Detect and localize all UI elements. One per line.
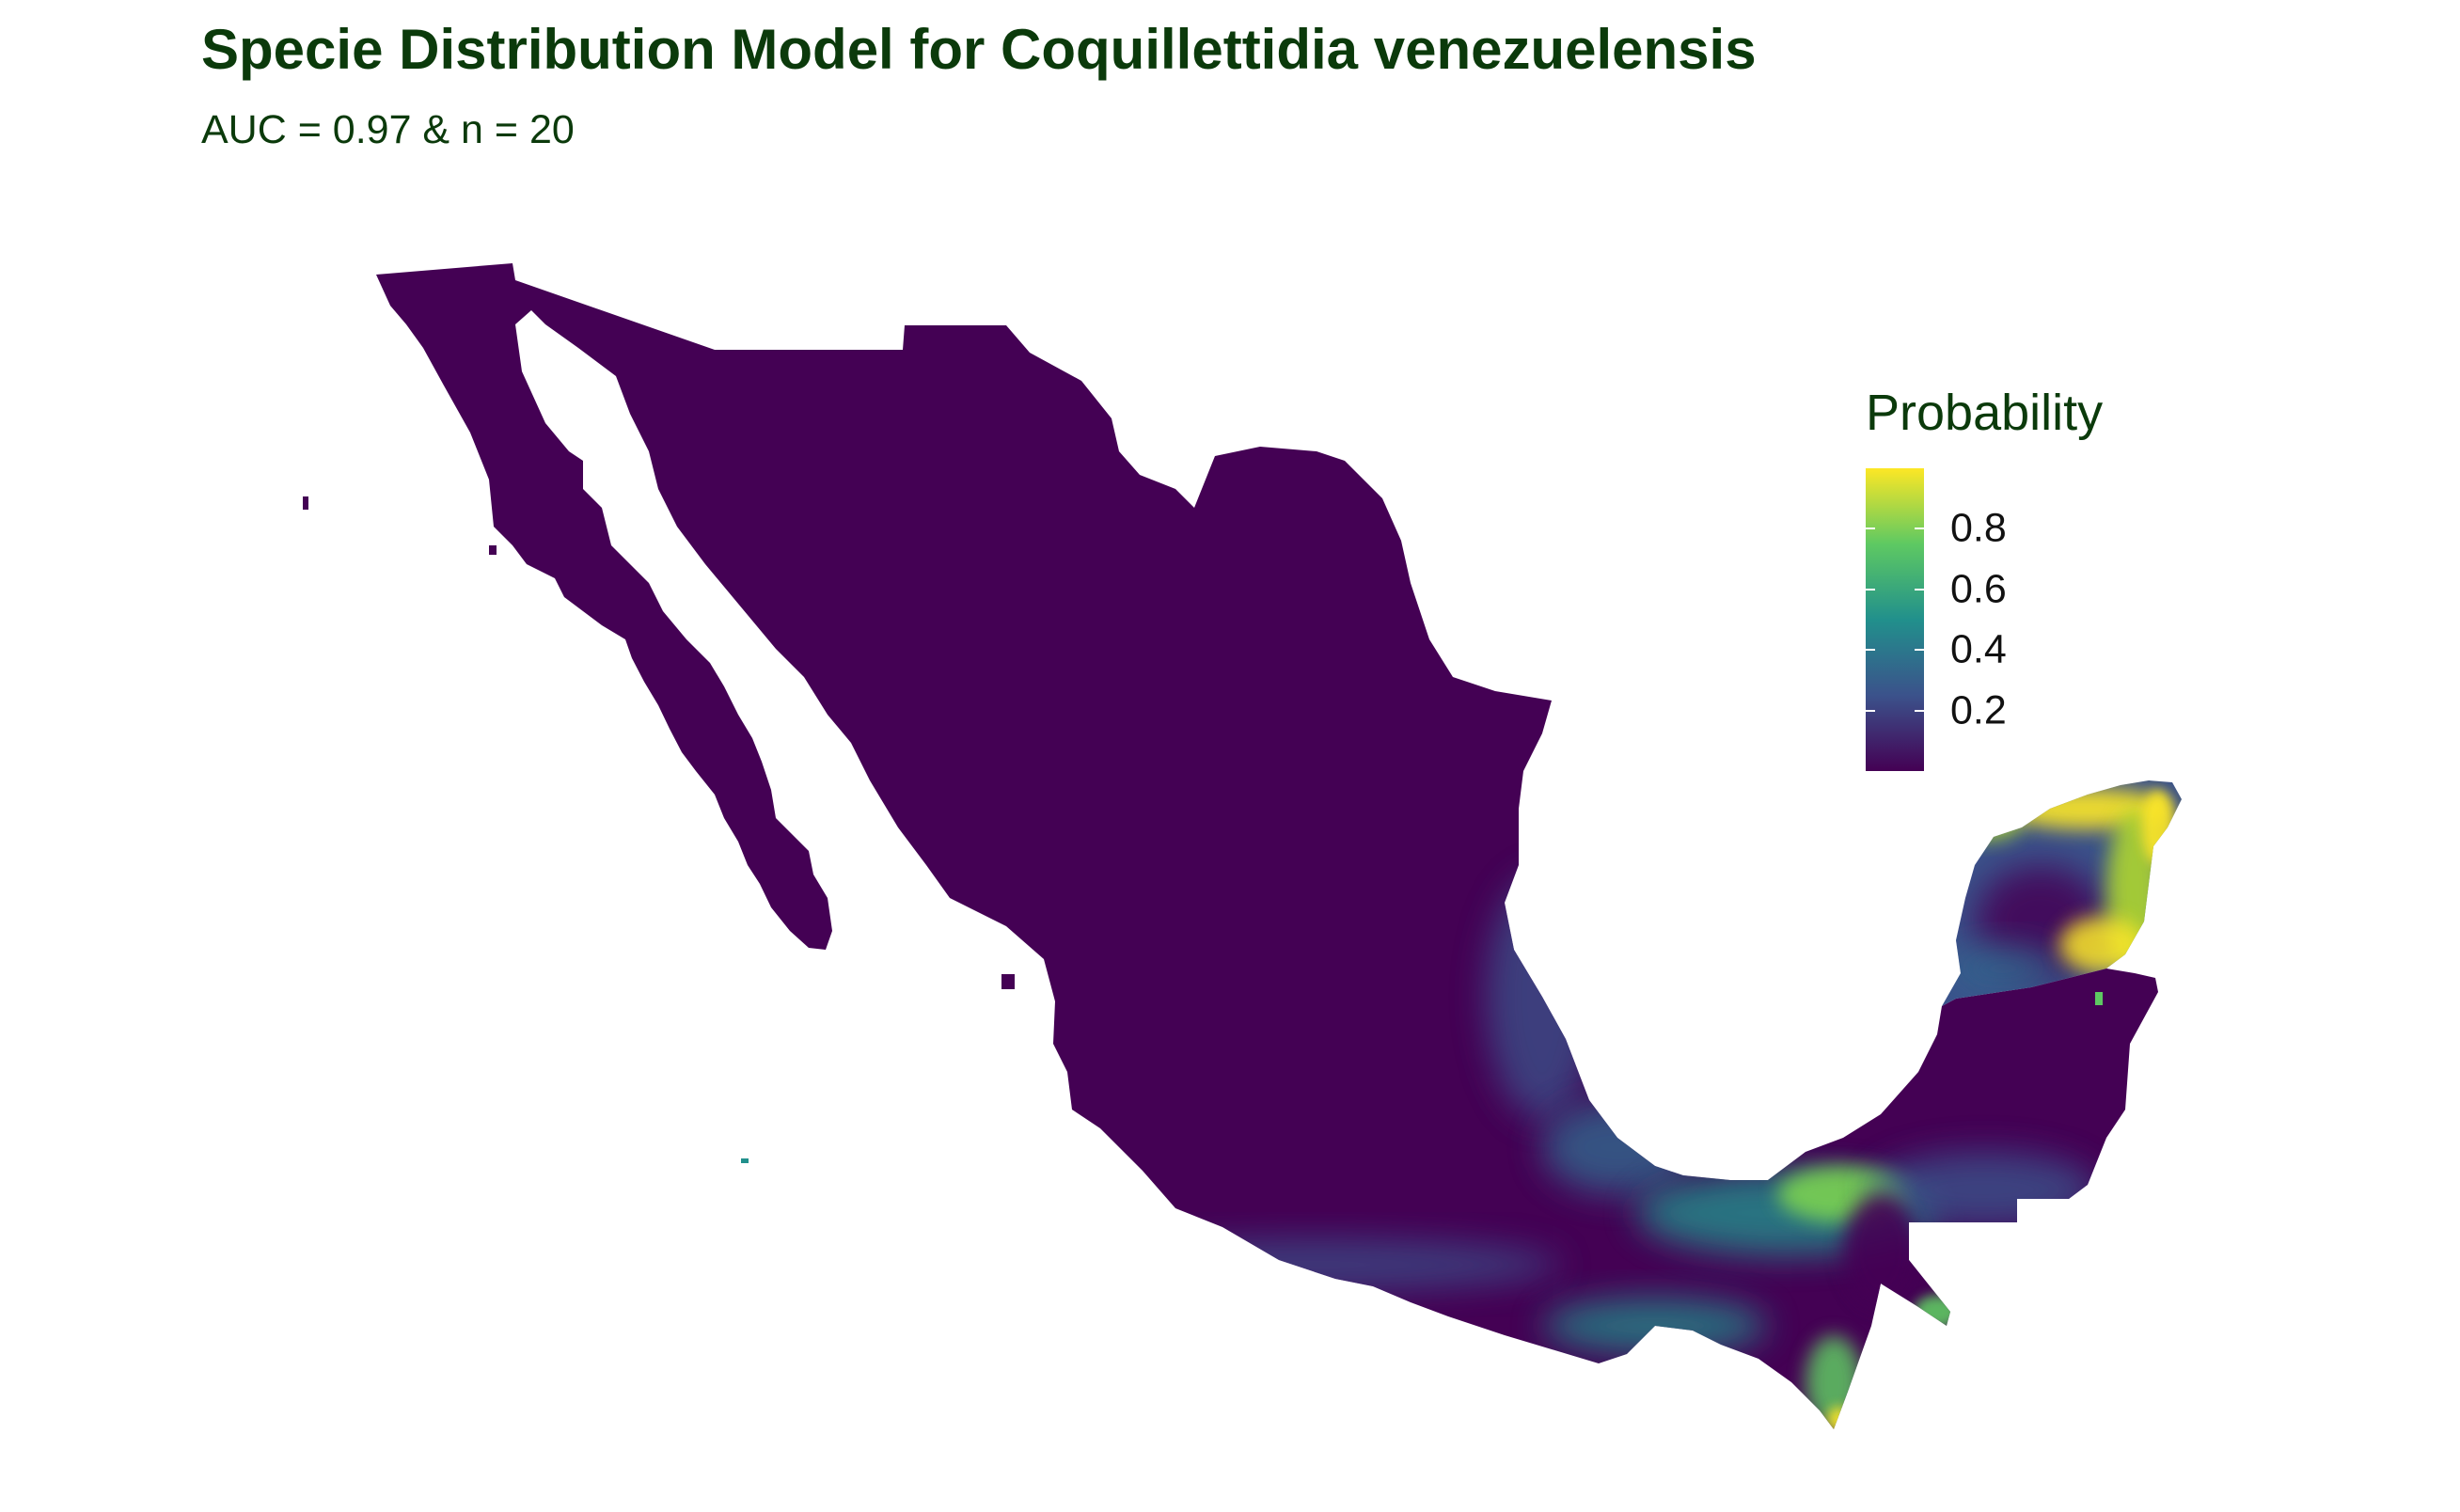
colorbar-tick-label: 0.2 bbox=[1950, 687, 2007, 733]
colorbar-tick-mark bbox=[1915, 649, 1924, 652]
colorbar-tick-label: 0.6 bbox=[1950, 566, 2007, 612]
colorbar-tick-mark bbox=[1866, 588, 1875, 591]
legend-title: Probability bbox=[1866, 385, 2104, 441]
colorbar-tick-mark bbox=[1866, 528, 1875, 530]
colorbar-tick-mark bbox=[1915, 709, 1924, 712]
probability-colorbar bbox=[1866, 468, 1924, 771]
colorbar-tick-label: 0.8 bbox=[1950, 505, 2007, 551]
colorbar-tick-label: 0.4 bbox=[1950, 626, 2007, 672]
map-subtitle: AUC = 0.97 & n = 20 bbox=[201, 107, 575, 152]
mainland-region bbox=[376, 263, 2158, 1429]
colorbar-tick-mark bbox=[1915, 528, 1924, 530]
colorbar-tick-mark bbox=[1866, 709, 1875, 712]
colorbar-tick-mark bbox=[1866, 649, 1875, 652]
map-title: Specie Distribution Model for Coquillett… bbox=[201, 18, 1757, 81]
colorbar-tick-mark bbox=[1915, 588, 1924, 591]
islands bbox=[303, 496, 2103, 1163]
